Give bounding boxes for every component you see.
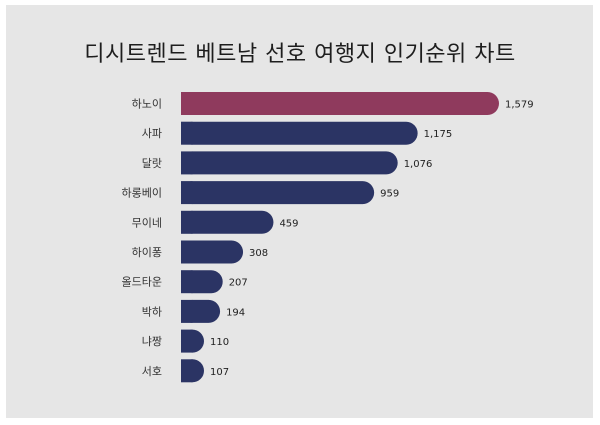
value-label: 308 xyxy=(249,248,268,259)
chart-title: 디시트렌드 베트남 선호 여행지 인기순위 차트 xyxy=(84,42,516,67)
value-label: 1,076 xyxy=(404,159,433,170)
bar-base xyxy=(181,240,193,264)
category-label: 냐짱 xyxy=(142,335,162,348)
value-label: 107 xyxy=(210,367,229,378)
bar-base xyxy=(181,151,193,175)
bar-base xyxy=(181,329,193,353)
category-label: 하노이 xyxy=(132,97,162,111)
value-label: 1,175 xyxy=(424,129,453,140)
bar xyxy=(181,151,398,175)
category-label: 하롱베이 xyxy=(122,186,162,200)
bar-base xyxy=(181,210,193,234)
bar xyxy=(181,181,375,205)
category-label: 사파 xyxy=(142,127,162,140)
bar xyxy=(181,92,499,115)
bar-base xyxy=(181,92,193,115)
category-label: 올드타운 xyxy=(122,276,162,289)
value-label: 110 xyxy=(210,337,229,348)
bar-base xyxy=(181,181,193,205)
category-label: 하이퐁 xyxy=(132,245,162,259)
bar xyxy=(181,240,244,264)
category-label: 무이네 xyxy=(132,216,162,229)
bar xyxy=(181,210,274,234)
bar-base xyxy=(181,270,193,294)
chart-background xyxy=(6,5,593,418)
value-label: 194 xyxy=(226,307,245,318)
category-label: 서호 xyxy=(142,365,162,378)
value-label: 207 xyxy=(229,278,248,289)
value-label: 959 xyxy=(380,189,399,200)
bar-base xyxy=(181,299,193,323)
category-label: 달랏 xyxy=(142,157,162,170)
value-label: 1,579 xyxy=(505,100,534,111)
bar-base xyxy=(181,121,193,145)
bar xyxy=(181,121,418,145)
value-label: 459 xyxy=(279,218,298,229)
bar-base xyxy=(181,359,193,383)
category-label: 박하 xyxy=(142,304,162,318)
